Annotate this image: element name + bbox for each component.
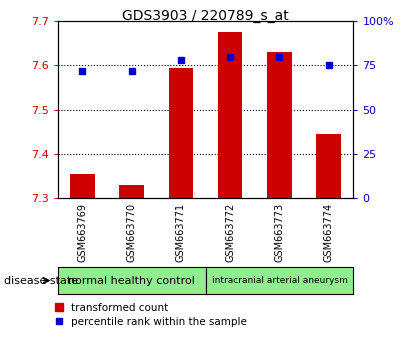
Bar <box>119 185 144 198</box>
Text: GSM663770: GSM663770 <box>127 203 136 262</box>
Text: normal healthy control: normal healthy control <box>68 275 195 286</box>
Bar <box>267 52 292 198</box>
Text: intracranial arterial aneurysm: intracranial arterial aneurysm <box>212 276 347 285</box>
Legend: transformed count, percentile rank within the sample: transformed count, percentile rank withi… <box>55 303 247 327</box>
Text: GSM663769: GSM663769 <box>77 203 87 262</box>
Bar <box>316 134 341 198</box>
Text: GSM663774: GSM663774 <box>324 203 334 262</box>
Text: GSM663772: GSM663772 <box>225 203 235 262</box>
Text: disease state: disease state <box>4 275 78 286</box>
Bar <box>169 68 193 198</box>
Bar <box>70 174 95 198</box>
Bar <box>218 32 242 198</box>
Text: GDS3903 / 220789_s_at: GDS3903 / 220789_s_at <box>122 9 289 23</box>
Text: GSM663773: GSM663773 <box>275 203 284 262</box>
Text: GSM663771: GSM663771 <box>176 203 186 262</box>
